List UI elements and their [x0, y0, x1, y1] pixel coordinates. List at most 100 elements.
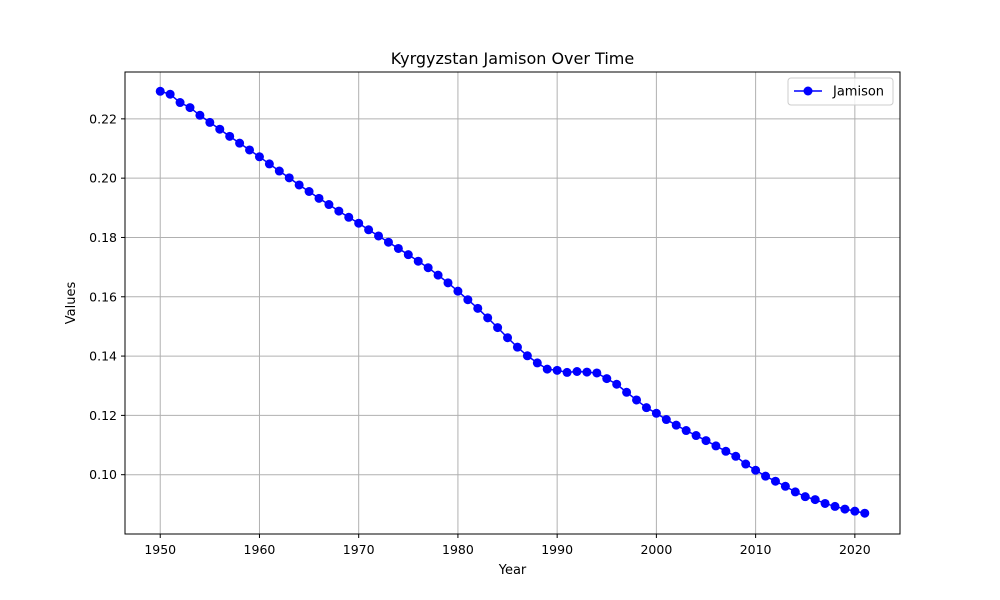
data-point	[254, 152, 264, 162]
data-point	[195, 110, 205, 120]
data-point	[651, 408, 661, 418]
x-tick-label: 1950	[144, 542, 176, 557]
data-point	[562, 367, 572, 377]
legend-box	[787, 77, 894, 106]
data-point	[770, 476, 780, 486]
data-point	[592, 368, 602, 378]
y-axis-ticks: 0.10 0.12 0.14 0.16 0.18 0.20 0.22	[89, 111, 125, 482]
data-point	[245, 145, 255, 155]
y-tick-label: 0.18	[89, 230, 117, 245]
data-point	[800, 492, 810, 502]
x-axis-ticks: 1950 1960 1970 1980 1990 2000 2010 2020	[144, 534, 871, 557]
data-point	[393, 243, 403, 253]
data-point	[235, 138, 245, 148]
x-tick-label: 2010	[740, 542, 772, 557]
plot-frame	[124, 71, 901, 535]
data-point	[552, 365, 562, 375]
data-point	[413, 256, 423, 266]
data-point	[522, 351, 532, 361]
data-point	[681, 426, 691, 436]
data-point	[354, 218, 364, 228]
legend-label: Jamison	[832, 85, 884, 100]
data-point	[780, 481, 790, 491]
data-point	[701, 436, 711, 446]
data-point	[721, 446, 731, 456]
data-point	[542, 364, 552, 374]
data-point	[324, 200, 334, 210]
data-point	[572, 366, 582, 376]
data-point	[215, 124, 225, 134]
data-point	[661, 415, 671, 425]
data-point	[711, 441, 721, 451]
x-tick-label: 2020	[839, 542, 871, 557]
data-point	[840, 504, 850, 514]
legend: Jamison	[787, 77, 894, 106]
data-point	[632, 395, 642, 405]
y-axis-label: Values	[64, 282, 79, 325]
y-tick-label: 0.10	[89, 467, 117, 482]
data-point	[741, 459, 751, 469]
data-point	[582, 367, 592, 377]
data-point	[850, 506, 860, 516]
data-point	[364, 225, 374, 235]
data-point	[830, 501, 840, 511]
x-tick-label: 1990	[541, 542, 573, 557]
grid-lines	[125, 72, 900, 534]
x-tick-label: 1960	[244, 542, 276, 557]
data-point	[443, 278, 453, 288]
x-axis-label: Year	[498, 563, 527, 578]
data-point	[512, 342, 522, 352]
data-point	[483, 313, 493, 323]
data-point	[860, 508, 870, 518]
data-point	[622, 387, 632, 397]
data-point	[175, 98, 185, 108]
data-point	[671, 420, 681, 430]
data-point	[731, 451, 741, 461]
data-point	[274, 166, 284, 176]
data-point	[503, 333, 513, 343]
data-point	[473, 303, 483, 313]
data-point	[294, 180, 304, 190]
legend-marker	[803, 86, 813, 96]
x-tick-label: 1970	[343, 542, 375, 557]
y-tick-label: 0.16	[89, 289, 117, 304]
series-layer	[155, 86, 870, 518]
data-point	[334, 206, 344, 216]
data-point	[304, 187, 314, 197]
data-point	[691, 431, 701, 441]
data-point	[383, 237, 393, 247]
data-point	[205, 117, 215, 127]
data-point	[820, 498, 830, 508]
data-point	[314, 193, 324, 203]
data-point	[751, 465, 761, 475]
series-line	[160, 90, 865, 514]
data-point	[463, 295, 473, 305]
data-point	[155, 86, 165, 96]
data-point	[264, 159, 274, 169]
data-point	[374, 231, 384, 241]
data-point	[344, 212, 354, 222]
data-point	[612, 379, 622, 389]
data-point	[641, 403, 651, 413]
data-point	[453, 286, 463, 296]
data-point	[532, 358, 542, 368]
chart-title: Kyrgyzstan Jamison Over Time	[391, 49, 634, 68]
x-tick-label: 2000	[640, 542, 672, 557]
data-point	[790, 487, 800, 497]
data-point	[225, 131, 235, 141]
y-tick-label: 0.22	[89, 111, 117, 126]
data-point	[433, 270, 443, 280]
data-point	[423, 263, 433, 273]
data-point	[810, 495, 820, 505]
data-point	[185, 103, 195, 113]
y-tick-label: 0.14	[89, 349, 117, 364]
data-point	[602, 374, 612, 384]
data-point	[403, 250, 413, 260]
data-point	[284, 173, 294, 183]
data-point	[493, 323, 503, 333]
y-tick-label: 0.20	[89, 171, 117, 186]
data-point	[165, 89, 175, 99]
data-point	[761, 471, 771, 481]
y-tick-label: 0.12	[89, 408, 117, 423]
